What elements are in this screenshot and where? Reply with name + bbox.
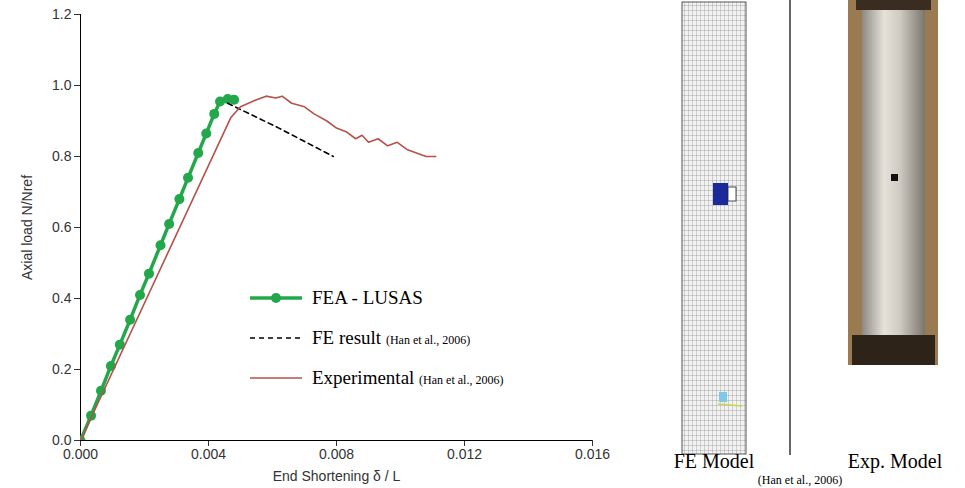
svg-text:Axial load N/Nref: Axial load N/Nref: [19, 175, 35, 280]
svg-text:1.2: 1.2: [52, 6, 72, 22]
svg-text:FE Model: FE Model: [674, 450, 755, 472]
svg-text:0.6: 0.6: [52, 219, 72, 235]
svg-text:FEA - LUSAS: FEA - LUSAS: [312, 287, 423, 308]
svg-text:Experimental (Han et al., 2006: Experimental (Han et al., 2006): [312, 367, 503, 388]
svg-text:0.004: 0.004: [191, 446, 226, 462]
svg-text:Exp. Model: Exp. Model: [848, 450, 943, 473]
svg-text:0.016: 0.016: [575, 446, 610, 462]
svg-text:0.008: 0.008: [319, 446, 354, 462]
svg-text:FE result (Han et al., 2006): FE result (Han et al., 2006): [312, 327, 470, 348]
svg-text:0.000: 0.000: [63, 446, 98, 462]
svg-text:0.012: 0.012: [447, 446, 482, 462]
svg-text:(Han et al., 2006): (Han et al., 2006): [758, 473, 842, 487]
svg-text:0.4: 0.4: [52, 290, 72, 306]
svg-text:0.2: 0.2: [52, 361, 72, 377]
svg-text:End Shortening δ / L: End Shortening δ / L: [273, 468, 401, 484]
svg-text:0.8: 0.8: [52, 148, 72, 164]
svg-text:0.0: 0.0: [52, 432, 72, 448]
svg-text:1.0: 1.0: [52, 77, 72, 93]
